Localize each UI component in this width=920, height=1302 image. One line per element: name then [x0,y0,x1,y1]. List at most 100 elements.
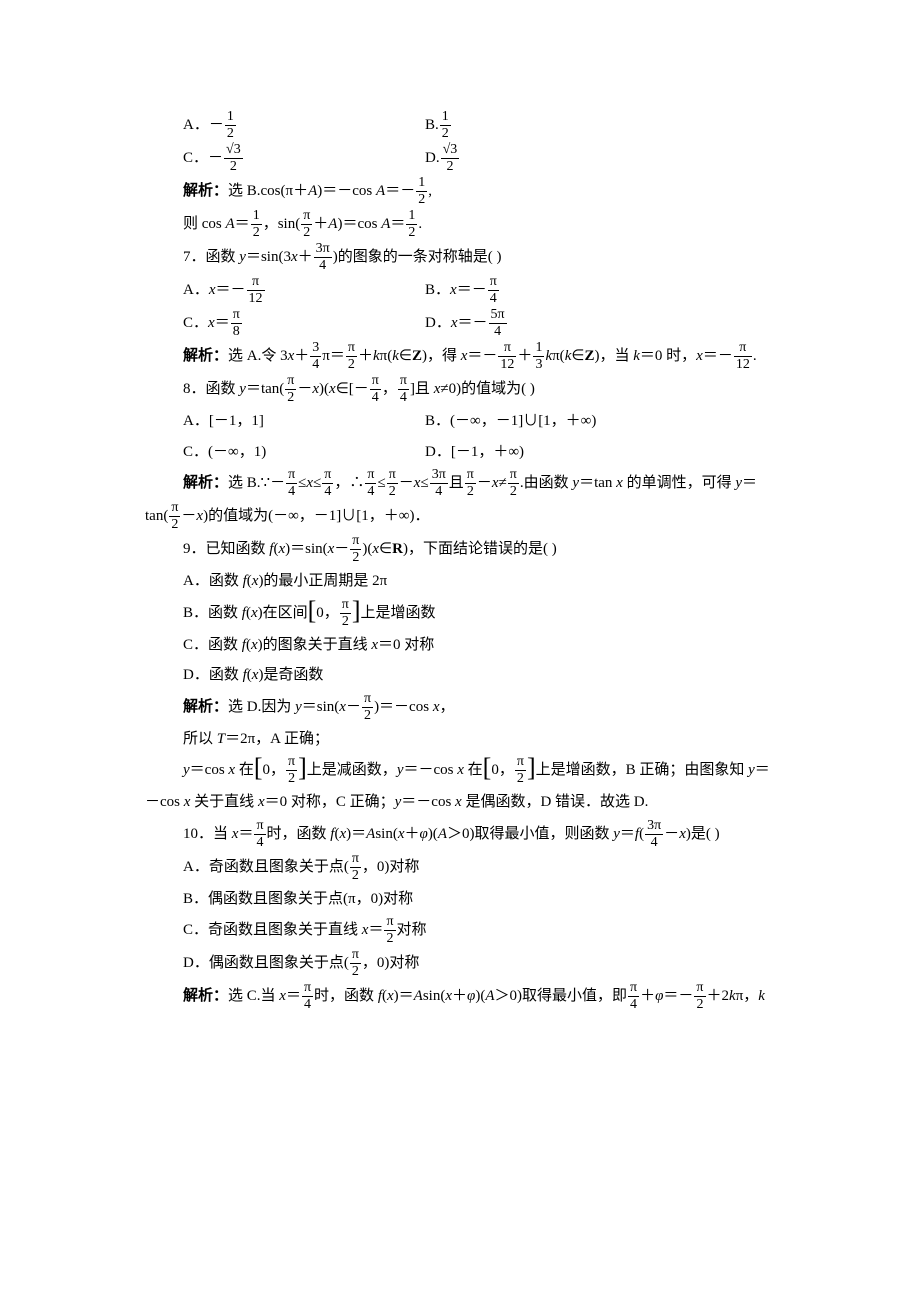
den: 2 [694,997,705,1012]
num: π [286,468,297,484]
set-Z: Z [584,348,594,364]
text: ≤ [313,475,321,491]
text: ∈ [379,541,392,557]
num: π [488,275,499,291]
frac: π4 [302,981,313,1012]
var-A: A [308,183,317,199]
text: ＋ [294,348,309,364]
text: － [477,475,492,491]
text: － [297,381,312,397]
q8-option-b: B．(－∞，－1]∪[1，＋∞) [425,407,775,436]
var-x: x [208,315,215,331]
q6-option-d: D.√32 [425,143,775,174]
text: )，得 [422,348,461,364]
text: 在 [235,762,254,778]
label: C． [183,315,208,331]
text: 选 A.令 3 [228,348,288,364]
text: π( [380,348,393,364]
den: 2 [465,484,476,499]
var-x: x [696,348,703,364]
text: .由函数 [520,475,573,491]
var-y: y [239,381,246,397]
text: A．函数 [183,573,243,589]
period: . [418,216,422,232]
bracket-right: ] [298,758,307,779]
frac: π2 [285,374,296,405]
num: π [694,981,705,997]
frac: π2 [350,534,361,565]
text: )( [475,988,485,1004]
var-A: A [376,183,385,199]
text: ＝sin( [302,698,340,714]
q9-solution-line2: 所以 T＝2π，A 正确； [145,725,775,754]
text: )，当 [594,348,633,364]
den: 12 [498,357,516,372]
q9-solution-line1: 解析：选 D.因为 y＝sin(x－π2)＝－cos x， [145,692,775,723]
q7-solution: 解析：选 A.令 3x＋34π＝π2＋kπ(k∈Z)，得 x＝－π12＋13kπ… [145,341,775,372]
text: ＝－ [458,315,488,331]
q7-option-b: B．x＝－π4 [425,275,775,306]
num: π [340,598,351,614]
text: ∈ [399,348,412,364]
den: 2 [350,964,361,979]
frac: π12 [498,341,516,372]
text: )＝－cos [374,698,433,714]
text: ＝－ [703,348,733,364]
frac: π2 [384,915,395,946]
q8-options-row2: C．(－∞，1) D．[－1，＋∞) [145,438,775,467]
frac: 12 [251,209,262,240]
text: )是( ) [686,825,720,841]
set-Z: Z [412,348,422,364]
text: 选 C.当 [228,988,279,1004]
text: 时，函数 [314,988,378,1004]
den: 2 [440,126,451,141]
num: 3 [310,341,321,357]
var-y: y [239,249,246,265]
text: ＝ [215,315,230,331]
var-x: x [457,762,464,778]
num: π [350,948,361,964]
label: 解析： [183,475,228,491]
text: 8．函数 [183,381,239,397]
den: 3 [533,357,544,372]
num: 1 [440,110,451,126]
text: ＝0 对称，C 正确； [265,794,395,810]
q10-option-c: C．奇函数且图象关于直线 x＝π2对称 [145,915,775,946]
text: ＝－ [216,282,246,298]
frac: π4 [365,468,376,499]
text: ＝0 对称 [378,637,434,653]
q6-options-row1: A．－12 B.12 [145,110,775,141]
den: 4 [310,357,321,372]
den: 2 [508,484,519,499]
q10-stem: 10．当 x＝π4时，函数 f(x)＝Asin(x＋φ)(A＞0)取得最小值，则… [145,819,775,850]
label: 解析： [183,698,228,714]
var-x: x [258,794,265,810]
text: π＝ [322,348,345,364]
text: 上是增函数 [361,604,436,620]
num: 1 [251,209,262,225]
text: B．函数 [183,604,242,620]
text: ＋2 [707,988,730,1004]
num: π [384,915,395,931]
text: tan( [145,508,168,524]
frac: π2 [362,692,373,723]
frac: π4 [628,981,639,1012]
q8-option-d: D．[－1，＋∞) [425,438,775,467]
num: π [734,341,752,357]
text: 上是增函数，B 正确；由图象知 [536,762,749,778]
den: 2 [350,550,361,565]
num: π [465,468,476,484]
var-x: x [616,475,623,491]
den: 4 [254,835,265,850]
text: 7．函数 [183,249,239,265]
den: 8 [231,324,242,339]
text: ＝ [755,762,770,778]
q6-optC-label: C．－ [183,150,223,166]
var-T: T [217,731,225,747]
num: 1 [533,341,544,357]
den: 2 [416,192,427,207]
q7-option-a: A．x＝－π12 [145,275,425,306]
num: π [387,468,398,484]
text: ，sin( [263,216,301,232]
label: D． [425,315,451,331]
